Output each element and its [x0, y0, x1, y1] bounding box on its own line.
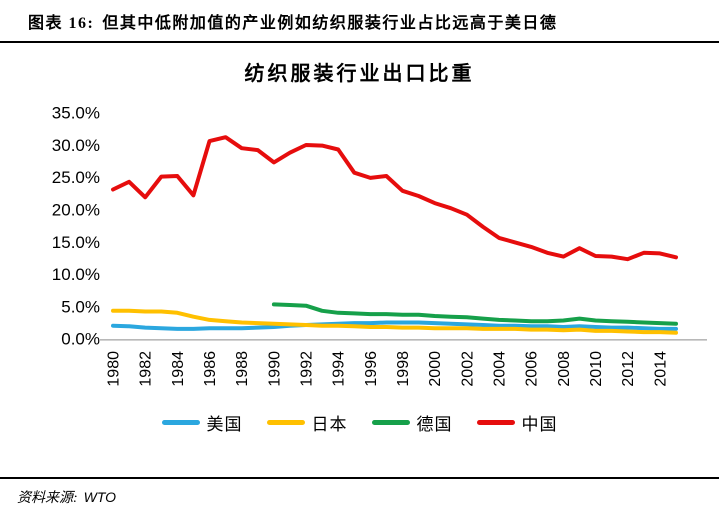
- series-line-germany: [271, 302, 678, 326]
- legend-swatch-japan: [266, 420, 305, 425]
- x-tick-label: 2006: [524, 351, 541, 387]
- figure-title-text: 但其中低附加值的产业例如纺织服装行业占比远高于美日德: [102, 15, 558, 32]
- x-tick-label: 1994: [331, 351, 348, 387]
- source-line: 资料来源: WTO: [17, 487, 116, 507]
- source-value: WTO: [83, 489, 117, 505]
- legend-swatch-china: [476, 420, 515, 425]
- series-line-china: [111, 135, 678, 262]
- y-tick-label: 10.0%: [52, 265, 100, 284]
- x-tick-label: 2002: [459, 351, 476, 387]
- figure-header: 图表 16: 但其中低附加值的产业例如纺织服装行业占比远高于美日德: [28, 9, 711, 33]
- x-tick-label: 2014: [652, 351, 669, 387]
- x-tick-label: 1986: [202, 351, 219, 387]
- chart-legend: 美国 日本 德国 中国: [0, 410, 719, 435]
- series-line-japan: [111, 308, 678, 335]
- x-tick-label: 1990: [266, 351, 283, 387]
- footer-divider: [0, 477, 719, 479]
- legend-label-china: 中国: [521, 415, 558, 434]
- chart-title: 纺织服装行业出口比重: [244, 63, 475, 85]
- x-tick-label: 2012: [620, 351, 637, 387]
- x-tick-label: 1988: [234, 351, 251, 387]
- legend-label-germany: 德国: [416, 415, 453, 434]
- legend-item-china: 中国: [476, 410, 558, 435]
- legend-swatch-usa: [161, 420, 200, 425]
- y-tick-label: 20.0%: [52, 201, 100, 220]
- x-tick-label: 1992: [299, 351, 316, 387]
- legend-swatch-germany: [371, 420, 410, 425]
- x-tick-label: 2000: [427, 351, 444, 387]
- legend-item-usa: 美国: [161, 410, 243, 435]
- legend-label-japan: 日本: [311, 415, 348, 434]
- y-tick-label: 0.0%: [61, 330, 100, 349]
- x-tick-label: 1984: [170, 351, 187, 387]
- y-tick-label: 25.0%: [52, 168, 100, 187]
- x-tick-label: 1998: [395, 351, 412, 387]
- y-tick-label: 15.0%: [52, 233, 100, 252]
- legend-item-japan: 日本: [266, 410, 348, 435]
- legend-item-germany: 德国: [371, 410, 453, 435]
- x-tick-label: 2008: [556, 351, 573, 387]
- x-tick-label: 2010: [588, 351, 605, 387]
- header-divider: [0, 41, 719, 43]
- source-label: 资料来源:: [17, 491, 78, 506]
- x-tick-label: 1996: [363, 351, 380, 387]
- legend-label-usa: 美国: [206, 415, 243, 434]
- x-tick-label: 2004: [492, 351, 509, 387]
- y-tick-label: 30.0%: [52, 136, 100, 155]
- series-line-usa: [111, 320, 678, 331]
- y-tick-label: 35.0%: [52, 104, 100, 123]
- x-tick-label: 1980: [106, 351, 123, 387]
- x-tick-label: 1982: [138, 351, 155, 387]
- figure-number-label: 图表 16:: [28, 15, 95, 32]
- y-tick-label: 5.0%: [61, 297, 100, 316]
